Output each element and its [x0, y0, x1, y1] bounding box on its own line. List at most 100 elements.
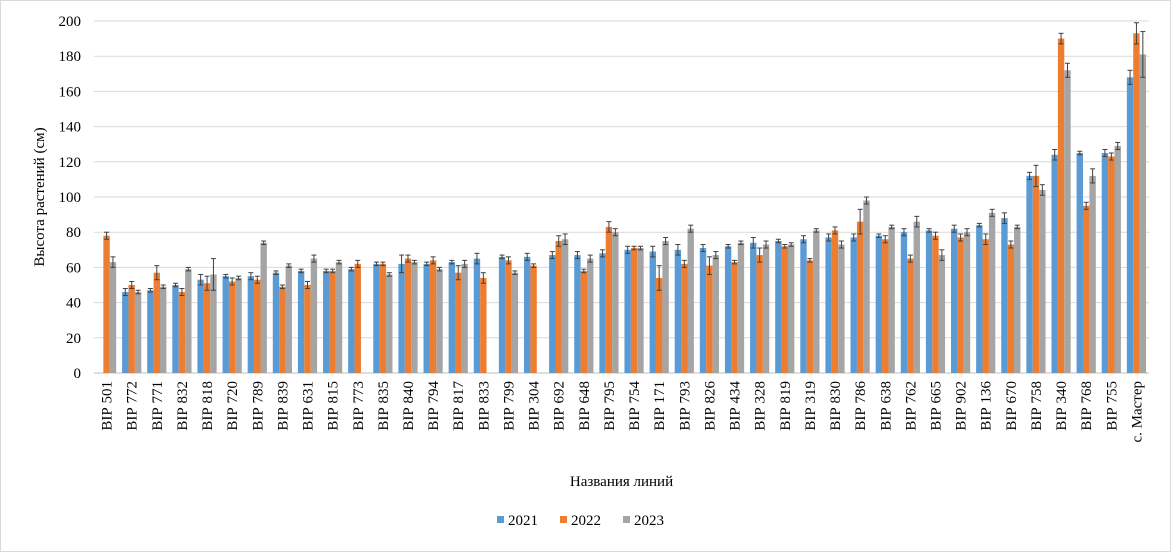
error-bar: [587, 254, 593, 263]
error-bar: [1077, 150, 1083, 156]
error-bar: [612, 228, 618, 237]
x-tick-label: ВІР 692: [552, 381, 568, 431]
y-tick-label: 0: [74, 366, 82, 382]
error-bar: [1001, 212, 1007, 224]
y-tick-label: 60: [66, 260, 81, 276]
bars: [103, 33, 1147, 373]
x-tick-label: ВІР 840: [401, 381, 417, 431]
x-tick-label: ВІР 794: [426, 381, 442, 431]
error-bar: [185, 266, 191, 272]
x-tick-label: ВІР 762: [903, 381, 919, 431]
bar-2023: [587, 258, 594, 373]
x-tick-label: ВІР 501: [100, 381, 116, 431]
error-bar: [1027, 171, 1033, 180]
error-bar: [1064, 62, 1070, 78]
error-bar: [864, 196, 870, 205]
bar-2022: [1108, 156, 1115, 373]
bar-2023: [134, 292, 142, 373]
error-bar: [336, 259, 342, 265]
error-bar: [832, 226, 838, 235]
error-bar: [650, 245, 656, 258]
error-bar: [914, 215, 920, 228]
bar-2022: [429, 260, 437, 373]
error-bar: [625, 245, 631, 254]
error-bar: [907, 254, 913, 263]
error-bar: [531, 263, 537, 268]
bar-2022: [480, 277, 487, 373]
error-bar: [732, 259, 738, 265]
legend-swatch: [623, 516, 630, 523]
x-tick-label: ВІР 835: [376, 381, 392, 431]
bar-2021: [1026, 175, 1033, 373]
bar-2021: [900, 232, 908, 373]
bar-2022: [1032, 175, 1040, 373]
x-tick-label: с. Мастер: [1129, 381, 1145, 443]
error-bar: [279, 284, 285, 290]
bar-2023: [762, 244, 770, 373]
bar-2022: [681, 263, 688, 373]
error-bar: [298, 268, 304, 274]
error-bar: [675, 244, 681, 256]
x-tick-label: ВІР 799: [501, 381, 517, 431]
error-bar: [104, 231, 110, 240]
y-tick-label: 180: [59, 49, 82, 65]
bar-2021: [272, 272, 280, 373]
bar-2021: [649, 251, 656, 373]
error-bar: [1108, 152, 1114, 161]
error-bar: [713, 251, 719, 260]
y-tick-label: 160: [59, 84, 82, 100]
y-axis: 0 20 40 60 80 100 120 140 160 180 200: [59, 14, 82, 382]
bar-2021: [423, 263, 430, 373]
error-bar: [386, 272, 392, 277]
error-bar: [355, 259, 361, 268]
bar-2021: [398, 263, 405, 373]
bar-2021: [1101, 153, 1109, 373]
bar-2021: [247, 276, 255, 373]
bar-2023: [687, 228, 694, 373]
x-tick-label: ВІР 817: [451, 381, 467, 431]
legend-label: 2021: [508, 513, 538, 529]
bar-2022: [982, 239, 989, 373]
error-bar: [512, 270, 518, 275]
error-bar: [236, 275, 242, 281]
error-bar: [681, 259, 687, 268]
bar-2023: [185, 269, 192, 373]
error-bar: [939, 249, 945, 261]
bar-2022: [957, 237, 964, 373]
bar-2022: [254, 279, 261, 373]
legend-swatch: [560, 516, 567, 523]
bar-2022: [831, 230, 839, 373]
x-tick-label: ВІР 755: [1104, 381, 1120, 431]
bar-2022: [1007, 244, 1015, 373]
error-bar: [1102, 148, 1108, 158]
bar-2023: [561, 239, 569, 373]
error-bar: [424, 261, 430, 267]
error-bar: [380, 261, 386, 267]
error-bar: [1127, 69, 1133, 85]
error-bar: [1014, 224, 1020, 230]
error-bars: [104, 22, 1146, 297]
bar-2021: [1076, 153, 1084, 373]
x-tick-label: ВІР 830: [828, 381, 844, 431]
error-bar: [788, 242, 794, 247]
bar-2023: [109, 262, 117, 373]
error-bar: [480, 272, 486, 284]
bar-2023: [1064, 70, 1071, 373]
x-tick-label: ВІР 340: [1054, 381, 1070, 431]
bar-2023: [612, 232, 619, 373]
bar-2023: [335, 262, 343, 373]
bar-2022: [806, 260, 814, 373]
error-bar: [983, 233, 989, 246]
error-bar: [757, 247, 763, 263]
x-tick-label: ВІР 793: [677, 381, 693, 431]
bar-2023: [411, 262, 418, 373]
error-bar: [574, 251, 580, 260]
bar-2023: [913, 221, 920, 373]
error-bar: [411, 259, 417, 265]
error-bar: [606, 221, 612, 233]
bar-2021: [222, 276, 229, 373]
y-tick-label: 120: [59, 155, 82, 171]
x-tick-label: ВІР 754: [627, 381, 643, 431]
x-tick-label: ВІР 789: [250, 381, 266, 431]
